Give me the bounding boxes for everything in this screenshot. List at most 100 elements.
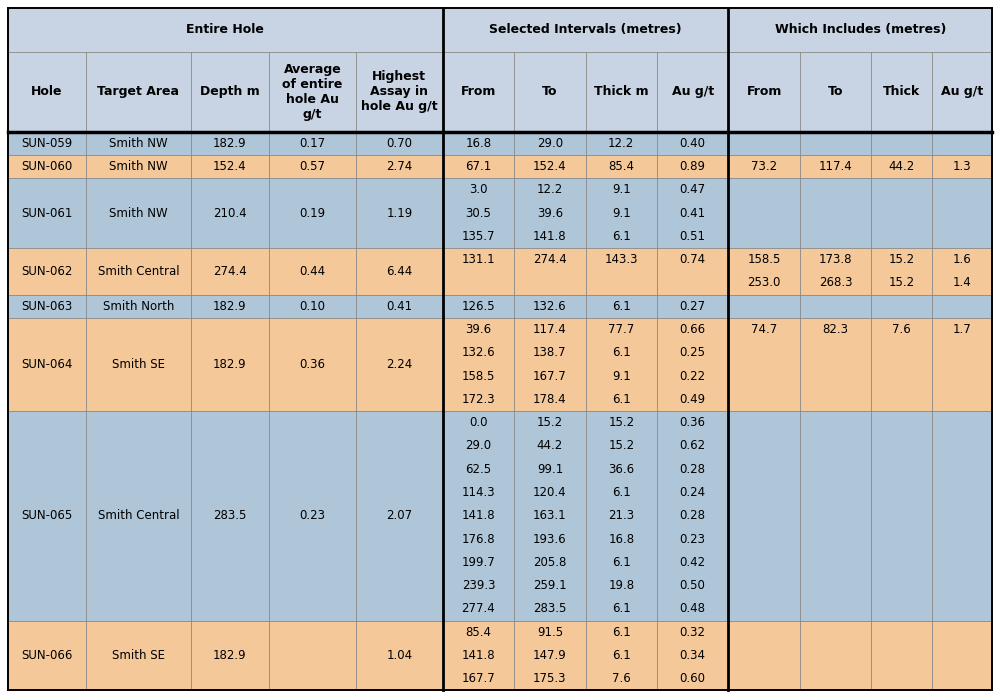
Text: 0.70: 0.70: [386, 136, 412, 150]
Text: 199.7: 199.7: [462, 556, 495, 569]
Text: 152.4: 152.4: [213, 160, 247, 173]
Text: 0.44: 0.44: [299, 264, 325, 278]
Text: Smith Central: Smith Central: [98, 264, 179, 278]
Text: 62.5: 62.5: [465, 463, 492, 475]
Text: 7.6: 7.6: [612, 672, 631, 686]
Text: 172.3: 172.3: [462, 393, 495, 406]
Text: 1.6: 1.6: [952, 253, 971, 266]
Text: From: From: [461, 85, 496, 98]
Text: 0.34: 0.34: [680, 649, 706, 662]
Text: SUN-065: SUN-065: [21, 509, 73, 522]
Text: 175.3: 175.3: [533, 672, 567, 686]
Text: 182.9: 182.9: [213, 300, 247, 313]
Text: 0.89: 0.89: [680, 160, 706, 173]
Text: 15.2: 15.2: [608, 416, 634, 429]
Text: 193.6: 193.6: [533, 532, 567, 546]
Text: 0.47: 0.47: [680, 183, 706, 196]
Text: 0.27: 0.27: [680, 300, 706, 313]
Text: 1.3: 1.3: [952, 160, 971, 173]
Text: Highest
Assay in
hole Au g/t: Highest Assay in hole Au g/t: [361, 70, 438, 113]
Text: 15.2: 15.2: [888, 253, 914, 266]
Text: 132.6: 132.6: [533, 300, 567, 313]
Text: 120.4: 120.4: [533, 486, 567, 499]
Text: 29.0: 29.0: [537, 136, 563, 150]
Bar: [8, 294, 992, 318]
Text: 30.5: 30.5: [466, 207, 491, 219]
Text: 2.07: 2.07: [386, 509, 412, 522]
Text: 274.4: 274.4: [213, 264, 247, 278]
Text: SUN-063: SUN-063: [21, 300, 73, 313]
Text: 135.7: 135.7: [462, 230, 495, 243]
Text: 253.0: 253.0: [747, 276, 781, 290]
Text: 77.7: 77.7: [608, 323, 634, 336]
Text: 1.7: 1.7: [952, 323, 971, 336]
Text: Smith SE: Smith SE: [112, 649, 165, 662]
Text: 167.7: 167.7: [533, 370, 567, 383]
Bar: [8, 411, 992, 621]
Text: 0.22: 0.22: [680, 370, 706, 383]
Text: Smith NW: Smith NW: [109, 160, 168, 173]
Text: 2.74: 2.74: [386, 160, 412, 173]
Text: 152.4: 152.4: [533, 160, 567, 173]
Bar: [8, 155, 992, 178]
Text: 21.3: 21.3: [608, 509, 634, 522]
Text: 6.1: 6.1: [612, 486, 631, 499]
Text: 178.4: 178.4: [533, 393, 567, 406]
Text: 131.1: 131.1: [462, 253, 495, 266]
Text: 99.1: 99.1: [537, 463, 563, 475]
Text: 239.3: 239.3: [462, 579, 495, 592]
Text: 7.6: 7.6: [892, 323, 911, 336]
Text: 0.23: 0.23: [680, 532, 706, 546]
Text: 141.8: 141.8: [533, 230, 567, 243]
Text: 19.8: 19.8: [608, 579, 634, 592]
Text: 6.1: 6.1: [612, 300, 631, 313]
Text: Thick m: Thick m: [594, 85, 649, 98]
Text: 283.5: 283.5: [213, 509, 247, 522]
Text: 73.2: 73.2: [751, 160, 777, 173]
Text: 12.2: 12.2: [608, 136, 634, 150]
Text: 0.60: 0.60: [680, 672, 706, 686]
Text: 74.7: 74.7: [751, 323, 777, 336]
Text: 182.9: 182.9: [213, 649, 247, 662]
Text: 114.3: 114.3: [462, 486, 495, 499]
Bar: [8, 132, 992, 155]
Text: 15.2: 15.2: [608, 439, 634, 452]
Text: 6.1: 6.1: [612, 649, 631, 662]
Text: 16.8: 16.8: [465, 136, 492, 150]
Text: 277.4: 277.4: [462, 603, 495, 615]
Text: 167.7: 167.7: [462, 672, 495, 686]
Text: SUN-064: SUN-064: [21, 358, 73, 371]
Bar: [8, 248, 992, 294]
Text: 182.9: 182.9: [213, 358, 247, 371]
Text: 0.51: 0.51: [680, 230, 706, 243]
Text: 1.04: 1.04: [386, 649, 412, 662]
Text: 15.2: 15.2: [537, 416, 563, 429]
Text: 158.5: 158.5: [462, 370, 495, 383]
Text: 6.1: 6.1: [612, 603, 631, 615]
Text: Selected Intervals (metres): Selected Intervals (metres): [489, 24, 682, 36]
Text: 44.2: 44.2: [537, 439, 563, 452]
Text: SUN-066: SUN-066: [21, 649, 73, 662]
Text: 132.6: 132.6: [462, 347, 495, 359]
Text: To: To: [542, 85, 558, 98]
Text: 15.2: 15.2: [888, 276, 914, 290]
Text: 117.4: 117.4: [533, 323, 567, 336]
Text: 205.8: 205.8: [533, 556, 567, 569]
Text: 6.1: 6.1: [612, 556, 631, 569]
Text: 39.6: 39.6: [537, 207, 563, 219]
Bar: [8, 52, 992, 132]
Bar: [8, 318, 992, 411]
Text: To: To: [828, 85, 843, 98]
Text: Au g/t: Au g/t: [941, 85, 983, 98]
Text: 176.8: 176.8: [462, 532, 495, 546]
Text: 6.1: 6.1: [612, 347, 631, 359]
Text: Smith NW: Smith NW: [109, 207, 168, 219]
Bar: [8, 178, 992, 248]
Text: 182.9: 182.9: [213, 136, 247, 150]
Text: 0.23: 0.23: [299, 509, 325, 522]
Text: From: From: [746, 85, 782, 98]
Text: Smith NW: Smith NW: [109, 136, 168, 150]
Text: 0.57: 0.57: [299, 160, 325, 173]
Text: 0.28: 0.28: [680, 463, 706, 475]
Text: 16.8: 16.8: [608, 532, 634, 546]
